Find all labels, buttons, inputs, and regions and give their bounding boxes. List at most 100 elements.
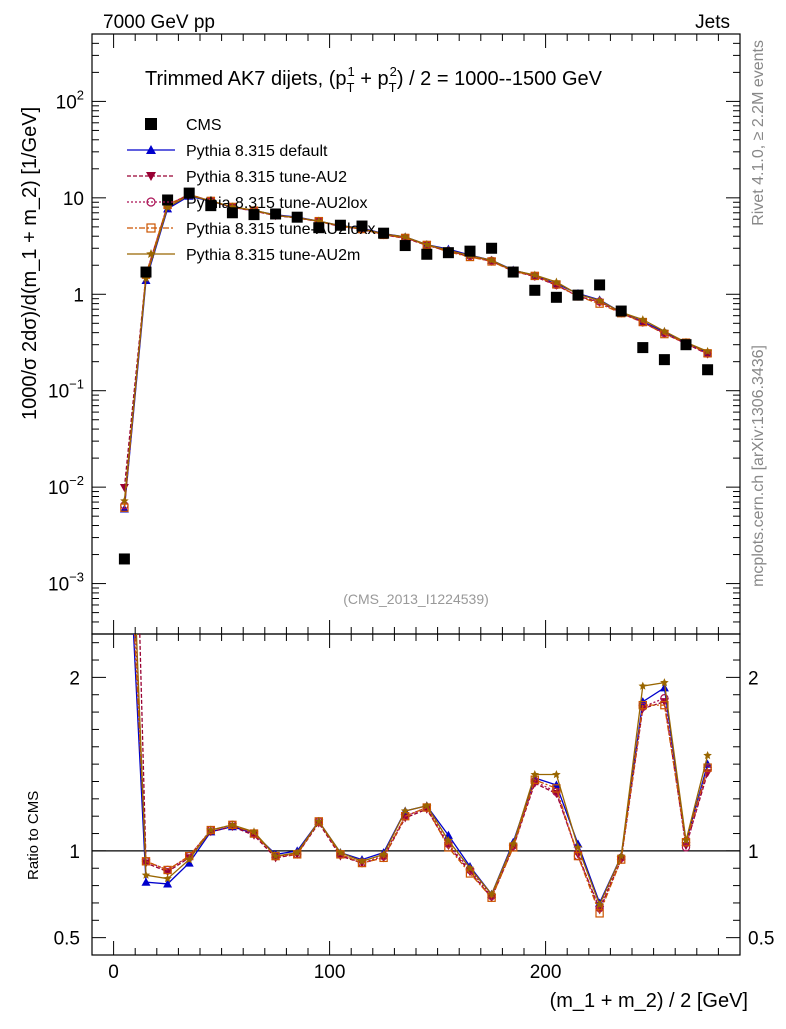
- ratio-line-2: [134, 634, 709, 910]
- ratio-point-2: [681, 843, 691, 852]
- legend-marker-2: [146, 197, 156, 207]
- data-point: [486, 242, 498, 254]
- data-point: [356, 220, 368, 232]
- legend-label-3: Pythia 8.315 tune-AU2loxx: [186, 221, 375, 238]
- series-point-4: [228, 202, 237, 211]
- data-point: [248, 209, 260, 221]
- ratio-point-0: [163, 879, 173, 888]
- legend-marker-3: [146, 223, 156, 233]
- x-axis-label: (m_1 + m_2) / 2 [GeV]: [550, 990, 748, 1012]
- ratio-y-tick-label-right: 1: [748, 842, 759, 863]
- ratio-point-4: [660, 678, 669, 687]
- series-point-4: [400, 232, 410, 241]
- ratio-point-3: [444, 843, 453, 852]
- ratio-line-4: [135, 634, 709, 907]
- y-tick-label: 10−2: [48, 473, 84, 499]
- data-point: [464, 245, 476, 257]
- chart-title: Trimmed AK7 dijets, (pT1 + pT2) / 2 = 10…: [145, 64, 603, 95]
- series-point-4: [638, 315, 648, 324]
- ratio-point-4: [638, 681, 648, 690]
- ratio-point-4: [141, 870, 151, 879]
- ratio-point-4: [206, 825, 216, 834]
- ratio-point-4: [379, 849, 388, 858]
- ratio-y-tick-label: 0.5: [54, 929, 80, 950]
- ratio-panel: 0 100 200 0.5 0.5 1 1 2 2: [54, 633, 774, 983]
- data-point: [140, 266, 152, 278]
- ratio-point-4: [444, 836, 453, 845]
- ratio-point-4: [422, 801, 432, 810]
- ratio-point-1: [422, 805, 432, 814]
- main-panel: 10−3 10−2 10−1 1 10 102: [48, 33, 741, 635]
- y-tick-label: 10: [63, 189, 84, 210]
- series-point-4: [120, 496, 129, 505]
- data-point: [637, 342, 649, 354]
- legend-label-4: Pythia 8.315 tune-AU2m: [186, 247, 360, 264]
- legend-label-1: Pythia 8.315 tune-AU2: [186, 169, 347, 186]
- watermark: (CMS_2013_I1224539): [343, 591, 489, 607]
- series-point-4: [660, 326, 669, 335]
- series-line-4: [123, 194, 708, 501]
- data-point: [183, 187, 195, 199]
- data-point: [442, 247, 454, 259]
- ratio-point-0: [184, 858, 194, 867]
- ratio-line-1: [139, 634, 709, 912]
- side-label-bottom: mcplots.cern.ch [arXiv:1306.3436]: [750, 345, 767, 587]
- legend-label-cms: CMS: [186, 117, 222, 134]
- ratio-point-3: [595, 909, 604, 918]
- series-point-4: [487, 255, 496, 264]
- data-point: [702, 364, 714, 376]
- ratio-point-4: [249, 827, 259, 836]
- series-point-4: [141, 273, 151, 282]
- ratio-point-4: [703, 751, 712, 760]
- data-point: [334, 219, 346, 231]
- series-point-4: [530, 270, 540, 279]
- x-tick-label: 100: [314, 962, 346, 983]
- legend-marker-cms: [145, 118, 157, 130]
- data-point: [572, 289, 584, 301]
- series-point-3: [120, 503, 129, 512]
- y-tick-label: 10−1: [48, 377, 84, 403]
- y-tick-label: 10−3: [48, 570, 84, 596]
- y-tick-label: 1: [73, 285, 84, 306]
- ratio-point-4: [487, 889, 496, 898]
- legend: CMS Pythia 8.315 default Pythia 8.315 tune…: [127, 117, 375, 264]
- ratio-point-4: [595, 900, 604, 909]
- data-point: [680, 339, 692, 351]
- data-point: [594, 279, 606, 291]
- series-point-4: [422, 240, 432, 249]
- series-point-4: [552, 277, 561, 286]
- ratio-point-4: [681, 836, 691, 845]
- ratio-point-4: [552, 770, 561, 779]
- x-tick-label: 0: [108, 962, 119, 983]
- ratio-point-4: [271, 851, 280, 860]
- ratio-point-3: [638, 700, 648, 710]
- ratio-point-4: [163, 874, 172, 883]
- data-point: [550, 291, 562, 303]
- ratio-point-4: [336, 848, 345, 857]
- data-point: [658, 354, 670, 366]
- data-point: [270, 208, 282, 220]
- ratio-point-4: [292, 848, 302, 857]
- data-point: [507, 266, 519, 278]
- ratio-point-4: [573, 842, 583, 852]
- ratio-point-4: [465, 863, 475, 872]
- ratio-y-axis-label: Ratio to CMS: [25, 791, 42, 880]
- legend-marker-1: [146, 172, 156, 181]
- ratio-point-4: [508, 839, 518, 848]
- series-point-4: [703, 346, 712, 355]
- data-point: [421, 248, 433, 260]
- ratio-point-4: [228, 820, 237, 829]
- ratio-point-0: [141, 877, 151, 886]
- data-point: [291, 211, 303, 223]
- series-point-4: [595, 296, 604, 305]
- data-point: [226, 207, 238, 219]
- series-point-4: [314, 216, 324, 225]
- legend-marker-0: [146, 145, 156, 154]
- legend-label-2: Pythia 8.315 tune-AU2lox: [186, 195, 367, 212]
- data-point: [615, 305, 627, 317]
- ratio-y-tick-label: 2: [69, 668, 80, 689]
- x-tick-label: 200: [530, 962, 562, 983]
- header-left: 7000 GeV pp: [103, 12, 215, 33]
- series-point-4: [163, 202, 172, 211]
